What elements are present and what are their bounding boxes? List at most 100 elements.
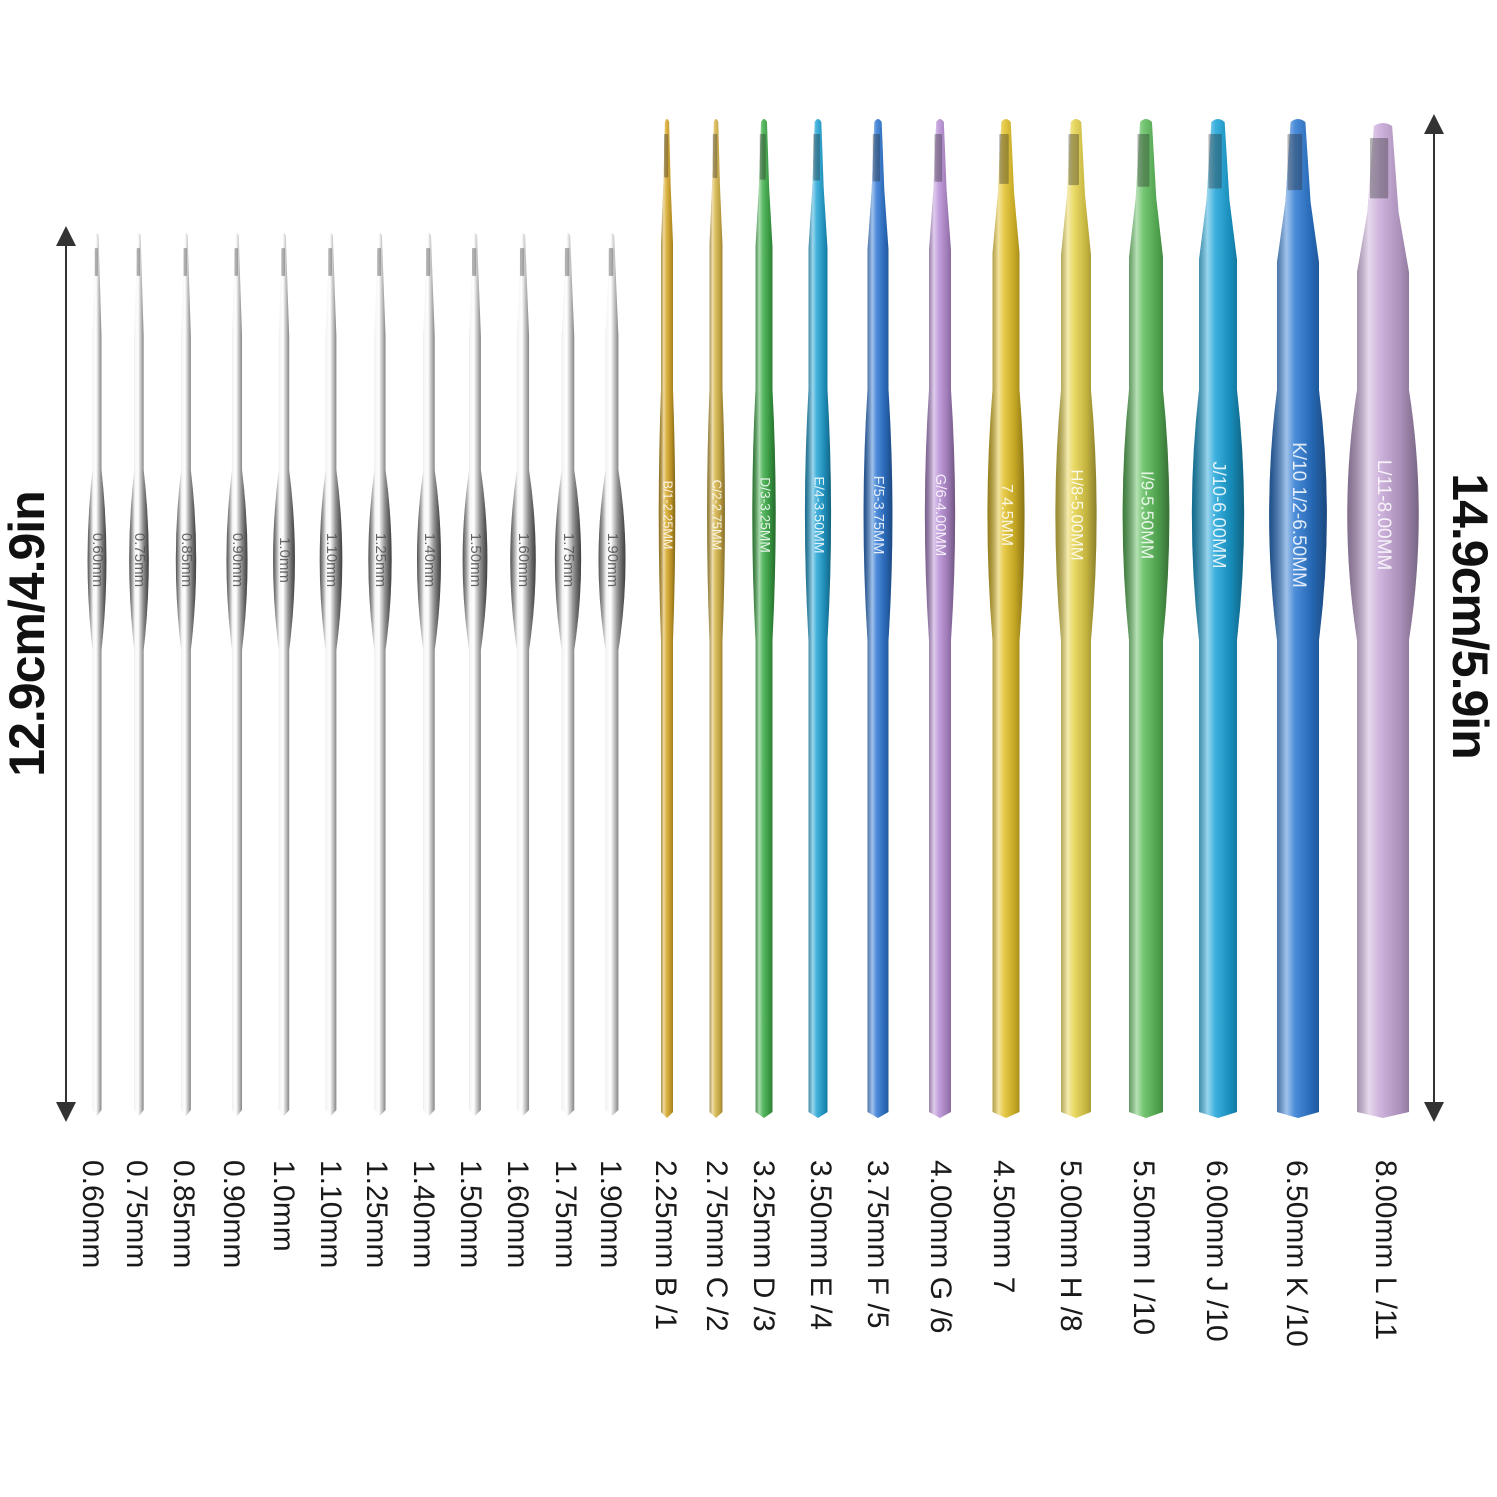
- hook-engraving: 0.90mm: [229, 533, 246, 587]
- steel-hook: 1.40mm: [416, 233, 442, 1116]
- hook-throat: [136, 248, 140, 276]
- hook-engraving: 1.25mm: [372, 533, 389, 587]
- hook-size-label: 1.90mm: [594, 1160, 627, 1269]
- hook-size-label: 2.25mm B /1: [649, 1160, 682, 1331]
- hook-throat: [1370, 138, 1389, 199]
- hook-size-label: 3.50mm E /4: [804, 1160, 837, 1331]
- hook-throat: [426, 248, 431, 276]
- aluminum-hook: 7 4.5MM: [987, 119, 1025, 1118]
- hook-shine: [1122, 119, 1170, 1118]
- hook-engraving: G/6-4.00MM: [932, 474, 948, 556]
- aluminum-hook: C/2-2.75MM: [707, 119, 725, 1118]
- hook-size-label: 1.0mm: [267, 1160, 300, 1252]
- hook-engraving: E/4-3.50MM: [810, 476, 826, 553]
- hook-engraving: 1.75mm: [560, 533, 577, 587]
- hook-size-label: 4.00mm G /6: [924, 1160, 957, 1334]
- aluminum-hook: F/5-3.75MM: [863, 119, 893, 1118]
- steel-hook: 0.60mm: [87, 233, 107, 1116]
- steel-hook: 0.90mm: [226, 233, 248, 1116]
- short-set-length-label: 12.9cm/4.9in: [0, 491, 55, 777]
- hook-shine: [175, 233, 197, 1116]
- hook-size-label: 5.50mm I /10: [1127, 1160, 1160, 1336]
- hook-shine: [707, 119, 725, 1118]
- aluminum-hook: B/1-2.25MM: [658, 119, 676, 1118]
- hook-engraving: L/11-8.00MM: [1373, 460, 1394, 571]
- hook-shine: [510, 233, 536, 1116]
- hook-size-label: 6.00mm J /10: [1200, 1160, 1233, 1342]
- hook-engraving: B/1-2.25MM: [661, 481, 675, 550]
- hook-shine: [368, 233, 392, 1116]
- hook-throat: [281, 248, 286, 276]
- hook-shine: [554, 233, 582, 1116]
- hook-engraving: 7 4.5MM: [998, 484, 1015, 546]
- steel-hook: 0.85mm: [175, 233, 197, 1116]
- aluminum-hook: K/10 1/2-6.50MM: [1269, 119, 1327, 1118]
- hook-engraving: I/9-5.50MM: [1137, 471, 1157, 559]
- hook-shine: [804, 119, 832, 1118]
- hook-shine: [1269, 119, 1327, 1118]
- hook-throat: [1208, 134, 1222, 189]
- hook-size-label: 4.50mm 7: [987, 1160, 1020, 1294]
- hook-shine: [226, 233, 248, 1116]
- hook-shine: [598, 233, 626, 1116]
- hook-engraving: F/5-3.75MM: [870, 476, 886, 555]
- steel-hook: 1.50mm: [462, 233, 488, 1116]
- steel-hook: 1.75mm: [554, 233, 582, 1116]
- aluminum-hook: D/3-3.25MM: [752, 119, 776, 1118]
- hook-size-label: 0.60mm: [76, 1160, 109, 1269]
- hook-shine: [87, 233, 107, 1116]
- steel-hook: 1.0mm: [273, 233, 295, 1116]
- hook-engraving: 0.60mm: [89, 533, 106, 587]
- hook-throat: [813, 134, 820, 181]
- hook-engraving: 1.10mm: [323, 533, 340, 587]
- hook-throat: [564, 248, 570, 276]
- hook-size-label: 3.75mm F /5: [861, 1160, 894, 1329]
- hook-engraving: J/10-6.00MM: [1209, 461, 1230, 568]
- hook-engraving: 0.75mm: [131, 533, 148, 587]
- hook-engraving: 1.50mm: [467, 533, 484, 587]
- hook-throat: [608, 248, 614, 276]
- aluminum-hook: I/9-5.50MM: [1122, 119, 1170, 1118]
- hook-size-label: 8.00mm L /11: [1369, 1160, 1402, 1341]
- hook-size-label: 0.75mm: [120, 1160, 153, 1269]
- aluminum-hook: H/8-5.00MM: [1055, 119, 1097, 1118]
- aluminum-hook: G/6-4.00MM: [924, 119, 956, 1118]
- hook-engraving: 1.60mm: [515, 533, 532, 587]
- hook-size-label: 1.60mm: [501, 1160, 534, 1269]
- hook-size-label: 1.40mm: [407, 1160, 440, 1269]
- hook-size-label: 0.85mm: [167, 1160, 200, 1269]
- aluminum-hook: L/11-8.00MM: [1347, 123, 1419, 1118]
- hook-size-label: 1.50mm: [454, 1160, 487, 1269]
- hook-throat: [1068, 134, 1079, 186]
- hook-shine: [319, 233, 343, 1116]
- hook-throat: [664, 134, 669, 178]
- hook-size-label: 5.00mm H /8: [1054, 1160, 1087, 1332]
- hook-throat: [328, 248, 333, 276]
- hook-engraving: H/8-5.00MM: [1068, 469, 1087, 560]
- hook-throat: [472, 248, 477, 276]
- hook-throat: [1137, 134, 1150, 187]
- hook-engraving: C/2-2.75MM: [710, 480, 725, 551]
- hook-engraving: 1.0mm: [276, 537, 293, 583]
- hook-shine: [752, 119, 776, 1118]
- hook-throat: [183, 248, 187, 276]
- hook-shine: [987, 119, 1025, 1118]
- steel-hook: 1.60mm: [510, 233, 536, 1116]
- hook-engraving: 1.40mm: [421, 533, 438, 587]
- hook-shine: [1347, 123, 1419, 1118]
- hook-throat: [934, 134, 943, 182]
- hook-throat: [519, 248, 525, 276]
- hook-size-label: 3.25mm D /3: [747, 1160, 780, 1332]
- steel-hook: 1.90mm: [598, 233, 626, 1116]
- hook-shine: [863, 119, 893, 1118]
- hook-throat: [234, 248, 239, 276]
- hook-shine: [273, 233, 295, 1116]
- hook-size-label: 1.10mm: [314, 1160, 347, 1269]
- hook-engraving: 0.85mm: [178, 533, 195, 587]
- hook-size-label: 1.75mm: [549, 1160, 582, 1269]
- hook-shine: [658, 119, 676, 1118]
- hook-size-label: 0.90mm: [217, 1160, 250, 1269]
- steel-hook: 0.75mm: [129, 233, 149, 1116]
- hook-throat: [872, 134, 881, 182]
